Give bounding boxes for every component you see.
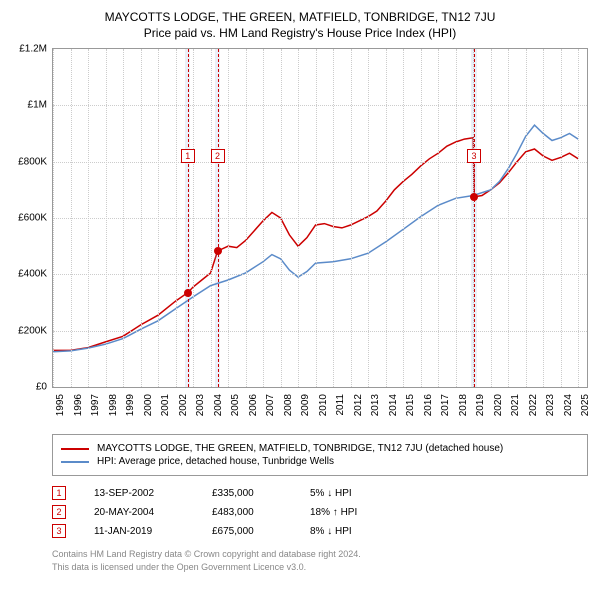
x-tick-label: 2022: [528, 394, 539, 416]
y-tick-label: £0: [36, 382, 47, 393]
transaction-dot: [184, 289, 192, 297]
transaction-diff: 8% ↓ HPI: [310, 526, 400, 537]
x-tick-label: 2001: [160, 394, 171, 416]
chart-title: MAYCOTTS LODGE, THE GREEN, MATFIELD, TON…: [12, 10, 588, 24]
transaction-row: 1 13-SEP-2002 £335,000 5% ↓ HPI: [52, 486, 588, 500]
x-tick-label: 2009: [300, 394, 311, 416]
transaction-diff: 18% ↑ HPI: [310, 507, 400, 518]
transaction-price: £675,000: [212, 526, 282, 537]
x-tick-label: 2014: [388, 394, 399, 416]
transaction-price: £335,000: [212, 488, 282, 499]
y-tick-label: £800K: [18, 156, 47, 167]
x-tick-label: 2002: [178, 394, 189, 416]
x-tick-label: 2021: [510, 394, 521, 416]
x-axis: 1995 1996 1997 1998 1999 2000 2001 2002 2003 2004…: [52, 392, 588, 426]
y-tick-label: £400K: [18, 269, 47, 280]
marker-box: 1: [181, 149, 195, 163]
x-tick-label: 2015: [405, 394, 416, 416]
chart-subtitle: Price paid vs. HM Land Registry's House …: [12, 26, 588, 40]
x-tick-label: 1998: [108, 394, 119, 416]
transaction-dot: [470, 193, 478, 201]
x-tick-label: 1999: [125, 394, 136, 416]
y-tick-label: £1M: [28, 100, 47, 111]
x-tick-label: 2011: [335, 394, 346, 416]
x-tick-label: 2003: [195, 394, 206, 416]
x-tick-label: 2017: [440, 394, 451, 416]
legend-label: MAYCOTTS LODGE, THE GREEN, MATFIELD, TON…: [97, 443, 503, 454]
x-tick-label: 2006: [248, 394, 259, 416]
transaction-date: 13-SEP-2002: [94, 488, 184, 499]
y-axis: £0£200K£400K£600K£800K£1M£1.2M: [11, 49, 51, 387]
legend: MAYCOTTS LODGE, THE GREEN, MATFIELD, TON…: [52, 434, 588, 476]
x-tick-label: 1997: [90, 394, 101, 416]
x-tick-label: 2012: [353, 394, 364, 416]
legend-label: HPI: Average price, detached house, Tunb…: [97, 456, 334, 467]
footer-line-1: Contains HM Land Registry data © Crown c…: [52, 548, 588, 561]
x-tick-label: 1996: [73, 394, 84, 416]
footer-line-2: This data is licensed under the Open Gov…: [52, 561, 588, 574]
x-tick-label: 2024: [563, 394, 574, 416]
transaction-date: 20-MAY-2004: [94, 507, 184, 518]
x-tick-label: 2025: [580, 394, 591, 416]
x-tick-label: 1995: [55, 394, 66, 416]
transaction-diff: 5% ↓ HPI: [310, 488, 400, 499]
x-tick-label: 2010: [318, 394, 329, 416]
legend-swatch: [61, 461, 89, 463]
legend-swatch: [61, 448, 89, 450]
y-tick-label: £200K: [18, 325, 47, 336]
transaction-row: 2 20-MAY-2004 £483,000 18% ↑ HPI: [52, 505, 588, 519]
footer-attribution: Contains HM Land Registry data © Crown c…: [52, 548, 588, 573]
transaction-marker: 2: [52, 505, 66, 519]
marker-box: 2: [211, 149, 225, 163]
transactions-table: 1 13-SEP-2002 £335,000 5% ↓ HPI 2 20-MAY-2004…: [52, 486, 588, 538]
x-tick-label: 2018: [458, 394, 469, 416]
x-tick-label: 2000: [143, 394, 154, 416]
transaction-marker: 3: [52, 524, 66, 538]
marker-box: 3: [467, 149, 481, 163]
plot-area: £0£200K£400K£600K£800K£1M£1.2M 123: [52, 48, 588, 388]
legend-item: HPI: Average price, detached house, Tunb…: [61, 456, 579, 467]
x-tick-label: 2008: [283, 394, 294, 416]
x-tick-label: 2023: [545, 394, 556, 416]
y-tick-label: £600K: [18, 213, 47, 224]
x-tick-label: 2004: [213, 394, 224, 416]
x-tick-label: 2020: [493, 394, 504, 416]
x-tick-label: 2019: [475, 394, 486, 416]
transaction-marker: 1: [52, 486, 66, 500]
y-tick-label: £1.2M: [19, 44, 47, 55]
x-tick-label: 2005: [230, 394, 241, 416]
x-tick-label: 2013: [370, 394, 381, 416]
transaction-dot: [214, 247, 222, 255]
x-tick-label: 2016: [423, 394, 434, 416]
chart-container: MAYCOTTS LODGE, THE GREEN, MATFIELD, TON…: [0, 0, 600, 583]
transaction-price: £483,000: [212, 507, 282, 518]
x-tick-label: 2007: [265, 394, 276, 416]
legend-item: MAYCOTTS LODGE, THE GREEN, MATFIELD, TON…: [61, 443, 579, 454]
transaction-date: 11-JAN-2019: [94, 526, 184, 537]
transaction-row: 3 11-JAN-2019 £675,000 8% ↓ HPI: [52, 524, 588, 538]
